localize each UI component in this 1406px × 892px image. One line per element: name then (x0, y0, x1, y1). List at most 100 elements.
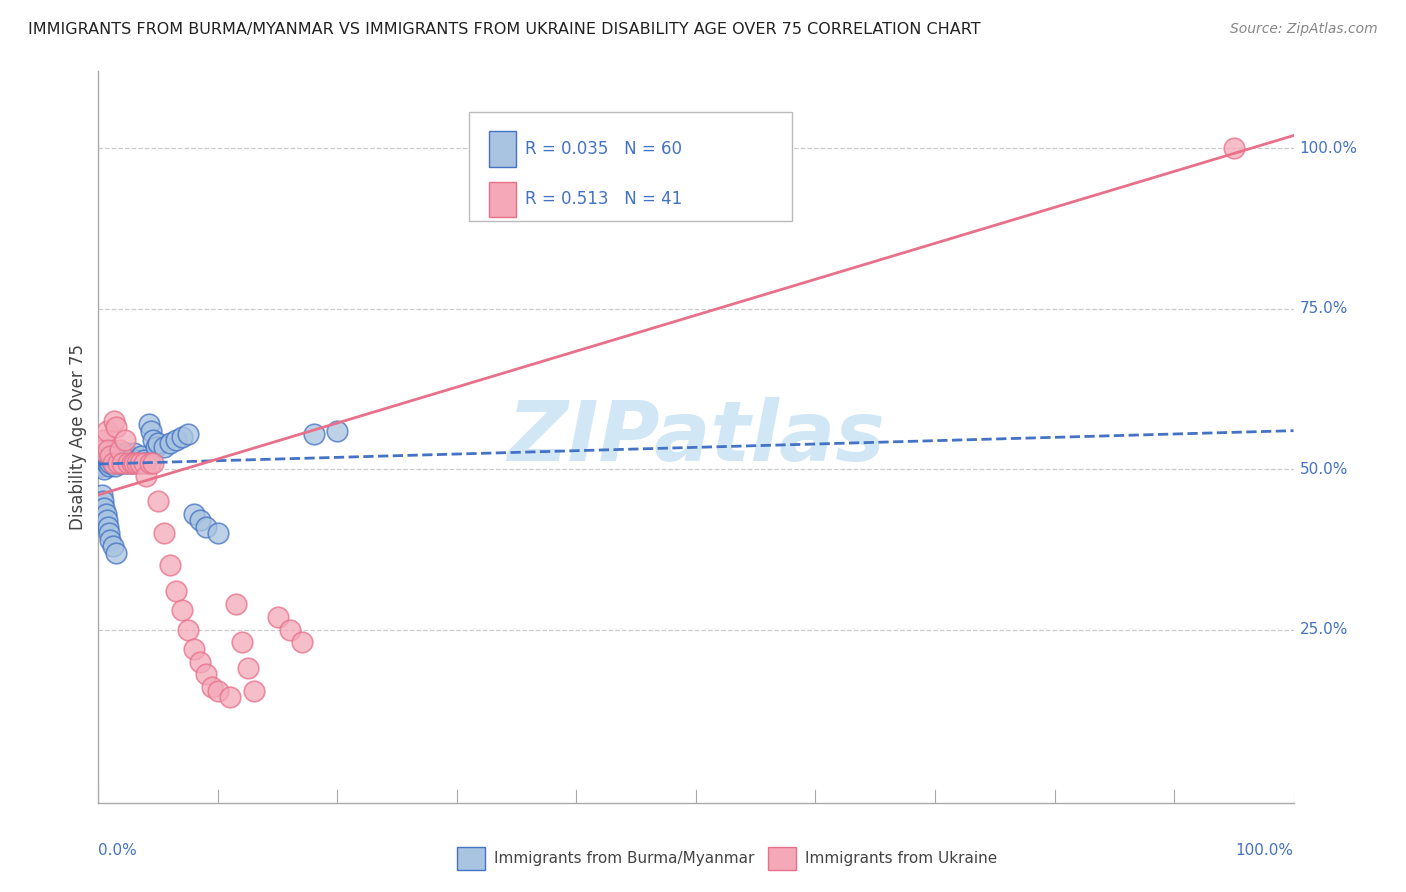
Point (93, 500, 115, 515)
Point (207, 683, 229, 698)
Text: Immigrants from Ukraine: Immigrants from Ukraine (806, 851, 997, 866)
FancyBboxPatch shape (470, 112, 792, 221)
Text: 25.0%: 25.0% (1299, 622, 1348, 637)
FancyBboxPatch shape (489, 182, 516, 217)
Point (195, 667, 218, 681)
Point (105, 452, 128, 467)
Point (1223, 141, 1246, 155)
Point (128, 456, 150, 470)
Point (97, 442, 120, 457)
Text: Immigrants from Burma/Myanmar: Immigrants from Burma/Myanmar (495, 851, 755, 866)
Point (101, 539, 124, 553)
Point (107, 456, 129, 470)
Point (172, 430, 194, 444)
Point (138, 417, 160, 432)
Point (165, 584, 187, 599)
Point (135, 468, 157, 483)
Point (188, 655, 211, 669)
Point (183, 507, 205, 521)
Text: R = 0.513   N = 41: R = 0.513 N = 41 (524, 190, 682, 208)
Point (107, 446, 129, 460)
Point (98, 526, 121, 541)
Point (93, 462, 115, 476)
Point (105, 420, 128, 434)
Point (98, 456, 122, 470)
Y-axis label: Disability Age Over 75: Disability Age Over 75 (69, 344, 87, 530)
Point (142, 434, 165, 448)
Text: 100.0%: 100.0% (1236, 843, 1294, 858)
Point (302, 426, 325, 441)
Text: Source: ZipAtlas.com: Source: ZipAtlas.com (1230, 22, 1378, 37)
Point (98, 446, 122, 460)
Point (135, 456, 157, 470)
Point (326, 424, 349, 438)
Point (97, 520, 120, 534)
Point (145, 440, 167, 454)
Point (120, 452, 142, 467)
Point (188, 514, 211, 528)
Point (195, 520, 218, 534)
Point (105, 545, 128, 559)
Point (111, 456, 134, 470)
Point (98, 458, 121, 473)
Point (172, 603, 194, 617)
Text: R = 0.035   N = 60: R = 0.035 N = 60 (524, 140, 682, 158)
Point (112, 452, 135, 467)
Point (165, 434, 187, 448)
Point (91, 458, 114, 473)
Point (97, 452, 120, 467)
Point (115, 446, 138, 460)
Point (107, 456, 129, 470)
Point (111, 450, 134, 464)
Text: 100.0%: 100.0% (1299, 141, 1358, 156)
Point (100, 452, 122, 467)
Point (207, 526, 229, 541)
Point (101, 456, 124, 470)
Point (125, 456, 148, 470)
Point (117, 456, 139, 470)
Point (90, 456, 112, 470)
Point (103, 414, 125, 428)
Point (148, 436, 170, 450)
Point (236, 661, 259, 675)
Point (139, 424, 162, 438)
Point (159, 558, 181, 573)
Point (142, 456, 165, 470)
Point (132, 452, 155, 467)
Point (93, 434, 115, 448)
Point (153, 526, 176, 541)
Point (139, 456, 162, 470)
Point (96, 456, 118, 470)
Point (98, 450, 122, 464)
Point (219, 690, 242, 704)
FancyBboxPatch shape (489, 131, 516, 167)
Point (121, 456, 143, 470)
Text: ZIPatlas: ZIPatlas (508, 397, 884, 477)
Point (183, 641, 205, 656)
Point (114, 434, 136, 448)
Point (153, 440, 176, 454)
Point (94, 450, 117, 464)
Point (291, 635, 314, 649)
Point (129, 456, 152, 470)
Point (108, 452, 131, 467)
Point (108, 442, 131, 457)
Point (231, 635, 253, 649)
Point (118, 450, 141, 464)
Point (114, 456, 136, 470)
Point (104, 458, 127, 473)
Point (131, 450, 153, 464)
Point (91, 488, 114, 502)
Point (94, 507, 117, 521)
Text: 0.0%: 0.0% (98, 843, 138, 858)
Point (91, 442, 114, 457)
Point (117, 456, 139, 470)
Point (124, 456, 146, 470)
Point (148, 494, 170, 508)
Point (243, 683, 266, 698)
Point (96, 424, 118, 438)
Point (91, 494, 114, 508)
Point (267, 609, 290, 624)
Point (177, 623, 200, 637)
Point (278, 623, 301, 637)
